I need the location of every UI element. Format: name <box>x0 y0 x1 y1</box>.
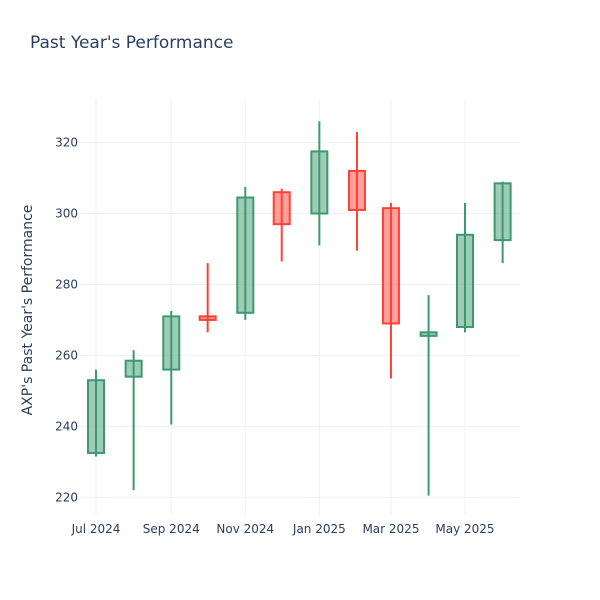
candles-layer <box>87 121 512 496</box>
x-tick-label: Jan 2025 <box>292 522 346 536</box>
y-axis-ticks: 220 240 260 280 300 320 <box>55 136 78 505</box>
y-tick-label: 300 <box>55 207 78 221</box>
x-tick-label: Jul 2024 <box>71 522 121 536</box>
candle-body <box>310 150 329 215</box>
candle-increasing <box>456 202 474 333</box>
y-axis-label: AXP's Past Year's Performance <box>20 205 36 416</box>
candle-body <box>236 196 255 314</box>
candle-body <box>347 169 366 211</box>
candle-body <box>198 315 217 321</box>
candle-increasing <box>236 186 255 320</box>
y-tick-label: 220 <box>55 490 78 504</box>
candle-increasing <box>87 369 105 457</box>
x-gridlines <box>95 100 466 515</box>
x-tick-label: May 2025 <box>435 522 494 536</box>
candle-increasing <box>310 121 329 246</box>
y-tick-label: 320 <box>55 136 78 150</box>
x-axis-ticks: Jul 2024 Sep 2024 Nov 2024 Jan 2025 Mar 2025… <box>71 522 495 536</box>
chart-title: Past Year's Performance <box>30 33 234 53</box>
candle-body <box>419 331 438 337</box>
candle-decreasing <box>347 131 366 251</box>
candle-body <box>272 191 291 226</box>
candle-body <box>87 379 105 454</box>
candle-decreasing <box>272 188 291 262</box>
candle-increasing <box>162 311 181 425</box>
candle-body <box>162 315 181 371</box>
candle-body <box>381 207 400 325</box>
y-gridlines <box>80 142 520 498</box>
x-tick-label: Sep 2024 <box>143 522 200 536</box>
candle-body <box>493 182 512 242</box>
candle-body <box>456 233 474 329</box>
x-tick-label: Nov 2024 <box>216 522 274 536</box>
candle-decreasing <box>198 263 217 333</box>
candle-body <box>124 359 143 378</box>
y-tick-label: 240 <box>55 419 78 433</box>
x-tick-label: Mar 2025 <box>362 522 419 536</box>
candle-increasing <box>124 350 143 491</box>
y-tick-label: 260 <box>55 348 78 362</box>
candle-increasing <box>419 295 438 496</box>
y-tick-label: 280 <box>55 277 78 291</box>
candle-increasing <box>493 181 512 264</box>
candle-decreasing <box>381 202 400 379</box>
